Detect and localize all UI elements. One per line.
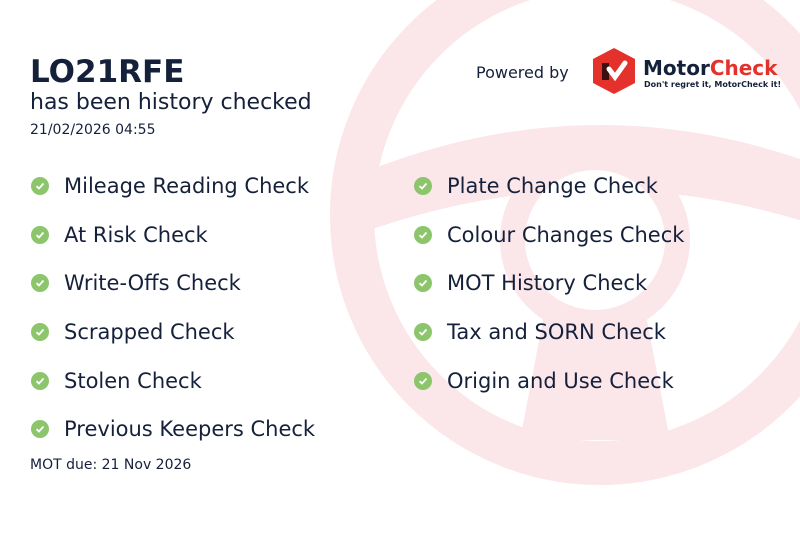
check-item: Mileage Reading Check (31, 162, 315, 211)
check-circle-icon (31, 274, 49, 293)
check-item: At Risk Check (31, 211, 315, 260)
check-label: Colour Changes Check (447, 222, 685, 247)
mot-due: MOT due: 21 Nov 2026 (30, 457, 192, 473)
check-label: At Risk Check (64, 222, 208, 247)
check-circle-icon (31, 225, 49, 244)
check-circle-icon (31, 323, 49, 342)
check-circle-icon (31, 177, 49, 196)
check-item: Previous Keepers Check (31, 405, 315, 454)
brand-tagline: Don't regret it, MotorCheck it! (644, 80, 782, 89)
check-item: Tax and SORN Check (414, 308, 684, 357)
check-timestamp: 21/02/2026 04:55 (30, 122, 156, 138)
checks-left-list: Mileage Reading Check At Risk Check Write-… (31, 162, 315, 454)
check-circle-icon (31, 420, 49, 439)
check-item: Scrapped Check (31, 308, 315, 357)
check-item: Plate Change Check (414, 162, 684, 211)
check-circle-icon (414, 371, 432, 390)
motorcheck-logo-icon (593, 48, 635, 94)
subtitle: has been history checked (30, 90, 312, 115)
check-label: Scrapped Check (64, 320, 235, 345)
check-circle-icon (414, 274, 432, 293)
powered-by-label: Powered by (476, 63, 569, 82)
check-label: MOT History Check (447, 271, 648, 296)
brand-name: MotorCheck (643, 56, 778, 80)
check-label: Tax and SORN Check (447, 320, 666, 345)
check-circle-icon (414, 225, 432, 244)
checks-right-list: Plate Change Check Colour Changes Check MO… (414, 162, 684, 405)
check-item: Colour Changes Check (414, 211, 684, 260)
vehicle-plate: LO21RFE (30, 54, 185, 90)
check-label: Plate Change Check (447, 174, 658, 199)
check-circle-icon (31, 371, 49, 390)
check-label: Previous Keepers Check (64, 417, 316, 442)
check-circle-icon (414, 177, 432, 196)
check-item: Stolen Check (31, 356, 315, 405)
check-item: Write-Offs Check (31, 259, 315, 308)
check-label: Origin and Use Check (447, 368, 674, 393)
check-label: Stolen Check (64, 368, 202, 393)
check-item: MOT History Check (414, 259, 684, 308)
check-circle-icon (414, 323, 432, 342)
check-item: Origin and Use Check (414, 356, 684, 405)
check-label: Mileage Reading Check (64, 174, 310, 199)
check-label: Write-Offs Check (64, 271, 241, 296)
